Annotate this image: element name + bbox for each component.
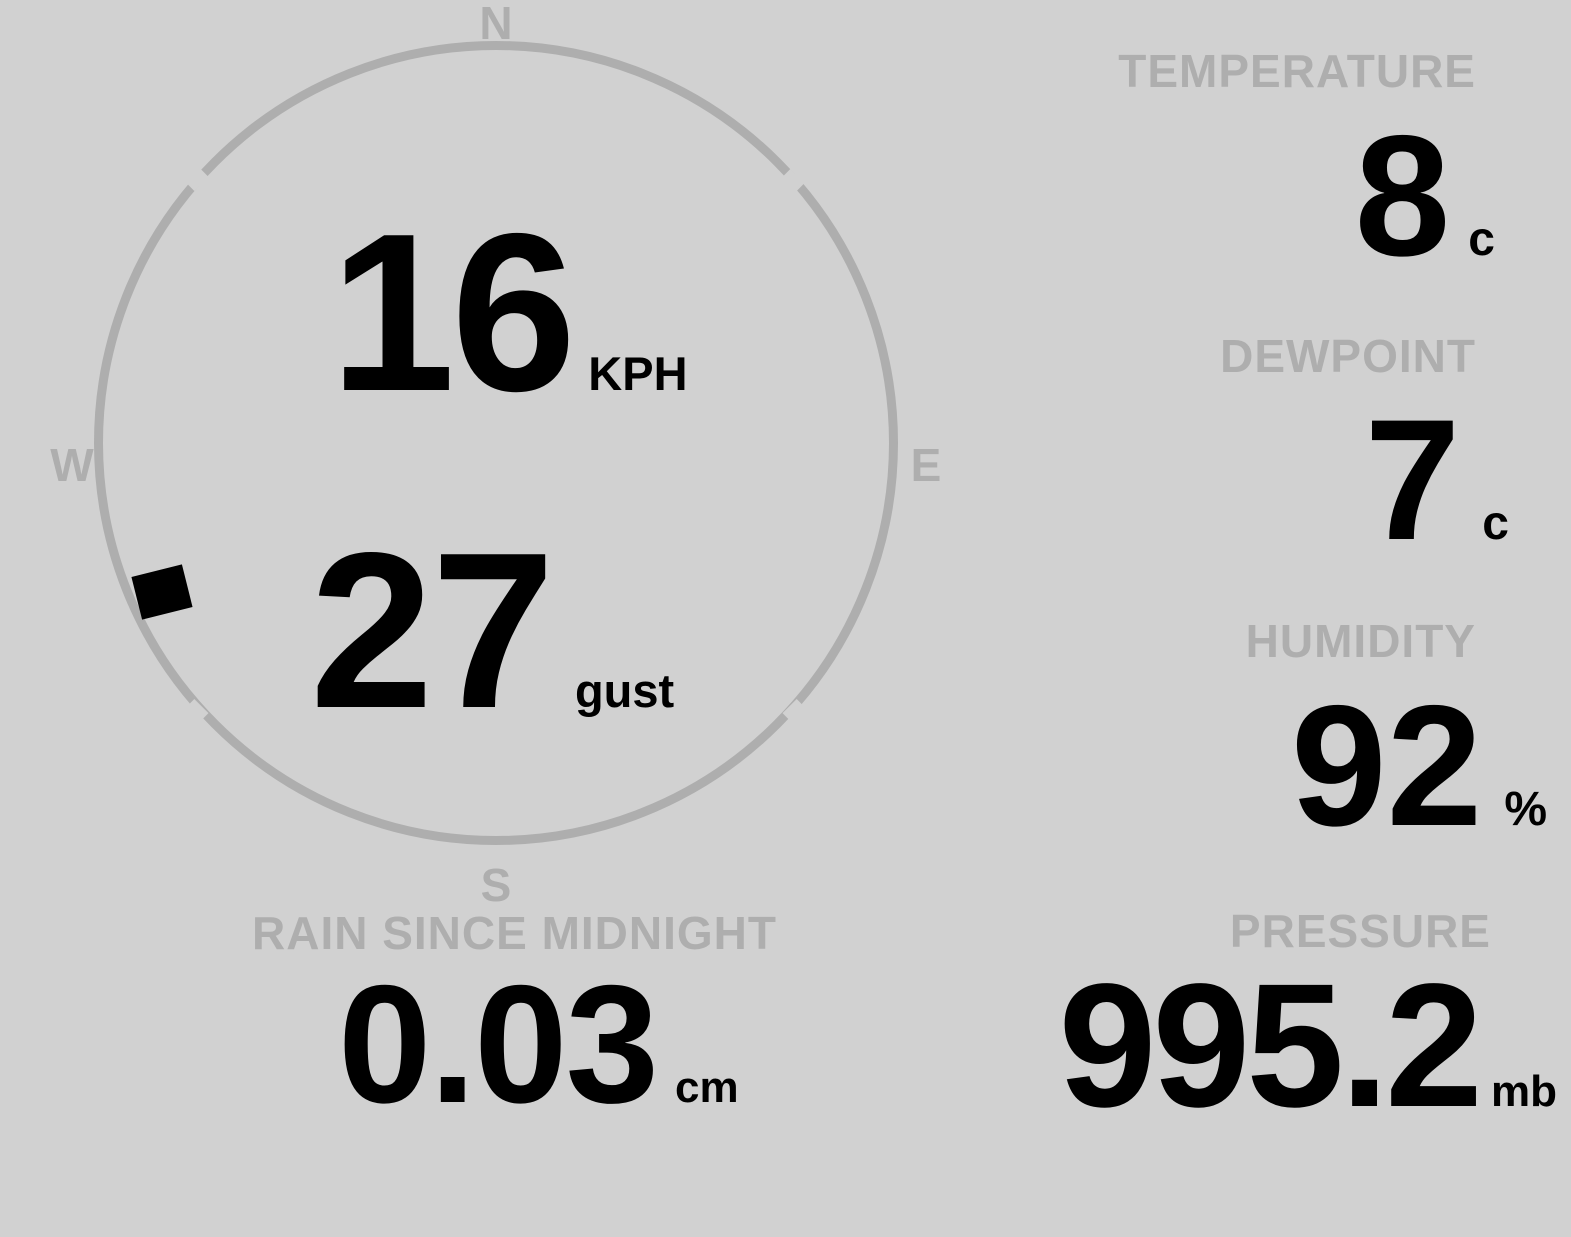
rain-readout: 0.03 cm xyxy=(338,960,739,1128)
pressure-value: 995.2 xyxy=(1058,948,1483,1144)
temperature-readout: 8 c xyxy=(1355,110,1495,282)
wind-gust-value: 27 xyxy=(310,507,555,755)
wind-speed-readout: 16 KPH xyxy=(330,200,688,425)
humidity-unit: % xyxy=(1504,783,1547,836)
dewpoint-readout: 7 c xyxy=(1365,394,1509,566)
humidity-readout: 92 % xyxy=(1291,680,1547,852)
wind-gust-unit: gust xyxy=(574,664,675,717)
pressure-unit: mb xyxy=(1491,1067,1557,1116)
compass-ring xyxy=(94,41,898,845)
wind-speed-unit: KPH xyxy=(588,347,688,400)
wind-gust-readout: 27 gust xyxy=(310,520,674,742)
compass-label-north: N xyxy=(479,0,513,49)
dewpoint-unit: c xyxy=(1482,497,1509,550)
temperature-label: TEMPERATURE xyxy=(1118,45,1476,97)
temperature-value: 8 xyxy=(1354,100,1451,292)
dewpoint-value: 7 xyxy=(1364,384,1461,576)
wind-speed-value: 16 xyxy=(330,186,576,438)
temperature-unit: c xyxy=(1468,213,1495,266)
humidity-value: 92 xyxy=(1290,670,1483,862)
compass-label-east: E xyxy=(910,439,942,491)
compass-label-south: S xyxy=(480,859,512,911)
pressure-label: PRESSURE xyxy=(1229,905,1491,957)
rain-value: 0.03 xyxy=(338,950,659,1138)
humidity-label: HUMIDITY xyxy=(1245,615,1476,667)
rain-label: RAIN SINCE MIDNIGHT xyxy=(252,907,777,959)
compass-label-west: W xyxy=(50,439,94,491)
dewpoint-label: DEWPOINT xyxy=(1220,330,1476,382)
rain-unit: cm xyxy=(674,1063,739,1112)
wind-dial: N S W E 16 KPH 27 gust xyxy=(0,0,1000,910)
pressure-readout: 995.2 mb xyxy=(1059,958,1557,1134)
